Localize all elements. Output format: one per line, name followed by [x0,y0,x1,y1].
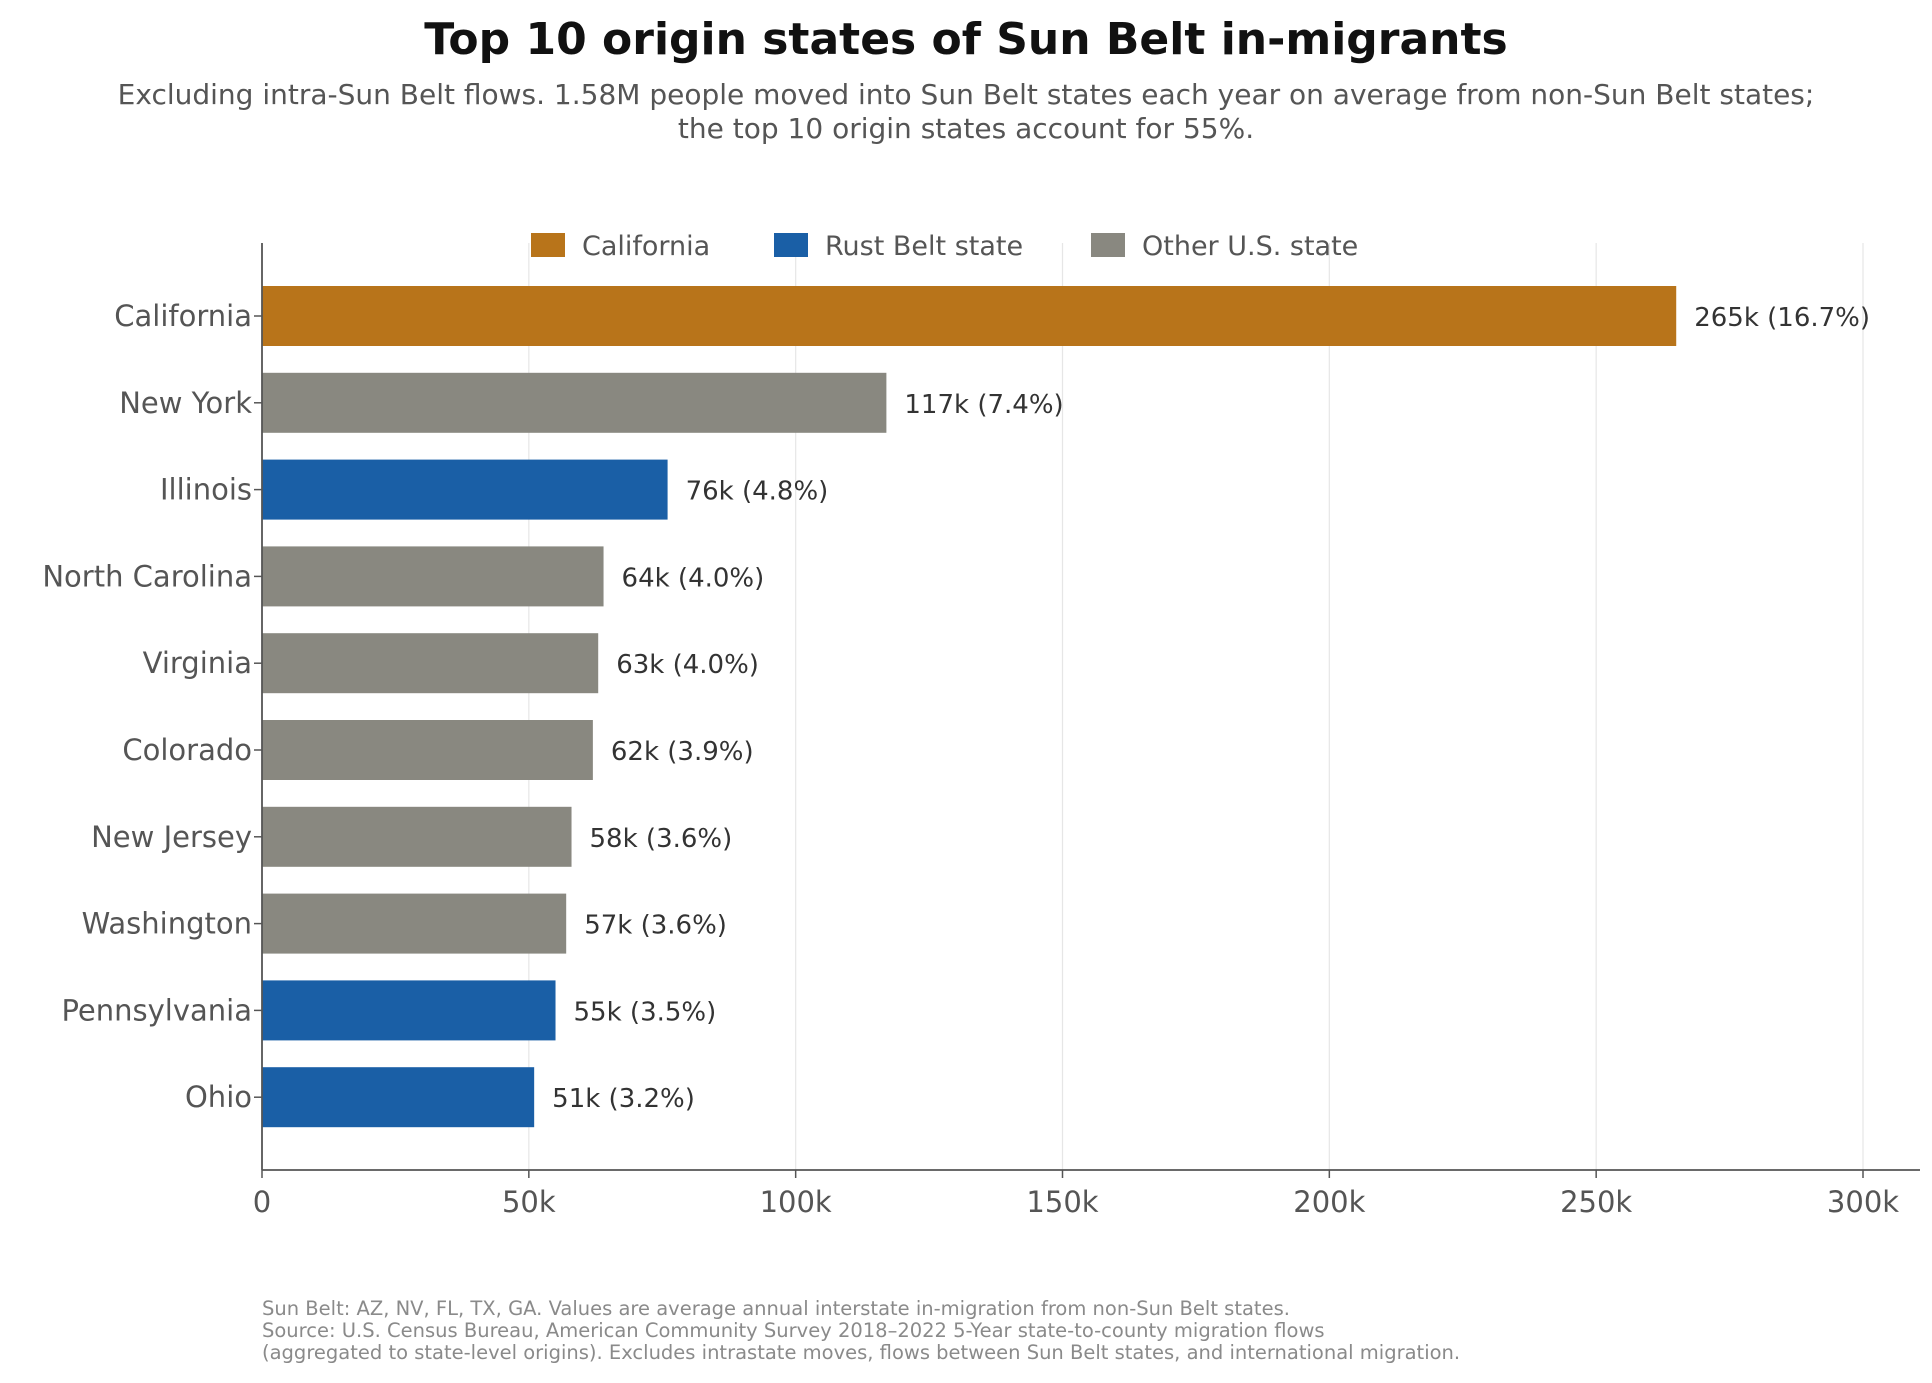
legend-swatch-california [531,233,565,257]
data-label-washington: 57k (3.6%) [584,911,727,941]
bar-colorado [262,720,593,780]
x-tick-label-3: 150k [1026,1185,1098,1219]
category-label-pennsylvania: Pennsylvania [61,993,252,1027]
subtitle-line-2: the top 10 origin states account for 55%… [677,112,1255,145]
bar-north-carolina [262,546,604,607]
legend: California Rust Belt state Other U.S. stat… [531,231,1358,262]
axes: 0 50k 100k 150k 200k 250k 300k California New Yo… [42,243,1920,1219]
bar-washington [262,893,567,954]
footnote-line-3: (aggregated to state-level origins). Exc… [262,1341,1461,1364]
data-label-colorado: 62k (3.9%) [611,737,754,767]
data-label-virginia: 63k (4.0%) [616,650,759,680]
bar-new-york [262,372,887,433]
legend-label-rust-belt-state: Rust Belt state [825,231,1023,262]
data-label-illinois: 76k (4.8%) [686,477,829,507]
x-tick-label-6: 300k [1827,1185,1899,1219]
bars: 265k (16.7%) 117k (7.4%) 76k (4.8%) 64k (4.… [262,286,1870,1128]
category-label-north-carolina: North Carolina [42,559,252,593]
legend-label-other-u-s-state: Other U.S. state [1142,231,1358,262]
x-tick-label-5: 250k [1560,1185,1632,1219]
category-label-illinois: Illinois [160,473,252,507]
category-label-new-york: New York [119,386,252,420]
category-label-virginia: Virginia [143,646,252,680]
category-label-new-jersey: New Jersey [91,820,252,854]
x-tick-label-2: 100k [760,1185,832,1219]
x-tick-label-0: 0 [253,1185,271,1219]
legend-swatch-rust-belt-state [774,233,808,257]
chart-subtitle: Excluding intra-Sun Belt flows. 1.58M pe… [0,78,1932,146]
data-label-new-jersey: 58k (3.6%) [590,824,733,854]
data-label-pennsylvania: 55k (3.5%) [574,997,717,1027]
bar-ohio [262,1067,535,1128]
x-tick-label-1: 50k [502,1185,556,1219]
category-label-washington: Washington [82,907,252,941]
bar-pennsylvania [262,980,556,1041]
x-tick-label-4: 200k [1293,1185,1365,1219]
category-label-ohio: Ohio [185,1080,252,1114]
data-label-north-carolina: 64k (4.0%) [622,563,765,593]
chart-title: Top 10 origin states of Sun Belt in-migr… [424,14,1508,65]
subtitle-line-1: Excluding intra-Sun Belt flows. 1.58M pe… [117,78,1815,111]
footnote: Sun Belt: AZ, NV, FL, TX, GA. Values are… [262,1298,1460,1364]
legend-label-california: California [582,231,710,262]
data-label-new-york: 117k (7.4%) [904,390,1063,420]
category-label-colorado: Colorado [122,733,252,767]
data-label-california: 265k (16.7%) [1694,303,1870,333]
legend-swatch-other-u-s-state [1091,233,1125,257]
bar-virginia [262,633,599,694]
category-label-california: California [114,299,252,333]
bar-california [262,286,1677,346]
data-label-ohio: 51k (3.2%) [552,1084,695,1114]
footnote-line-1: Sun Belt: AZ, NV, FL, TX, GA. Values are… [262,1297,1290,1320]
bar-new-jersey [262,806,572,867]
footnote-line-2: Source: U.S. Census Bureau, American Com… [262,1319,1325,1342]
bar-illinois [262,459,668,520]
